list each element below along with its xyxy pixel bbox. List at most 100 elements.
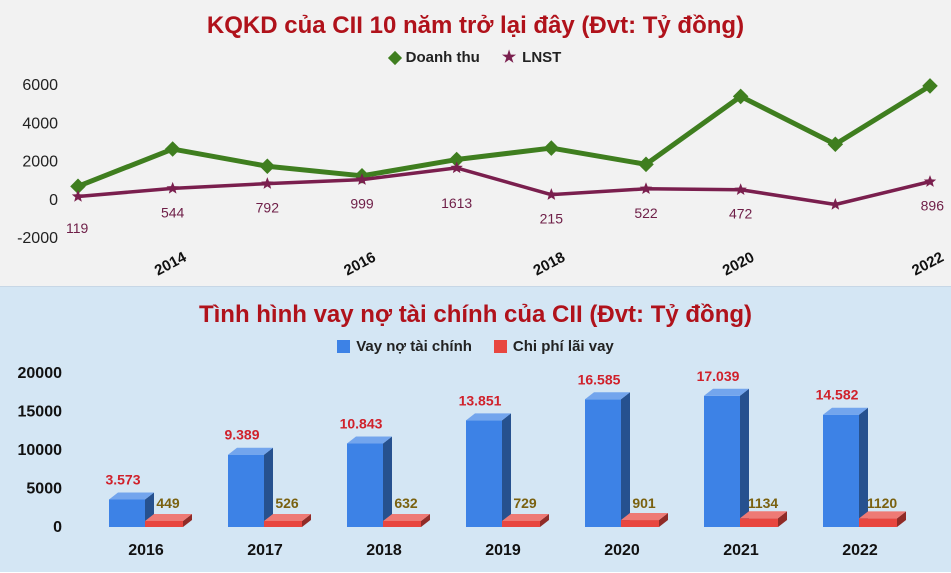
bar-vay-no bbox=[704, 388, 749, 527]
data-point-lnst bbox=[355, 173, 369, 185]
x-tick-label: 2014 bbox=[152, 248, 190, 279]
legend-label-lnst: LNST bbox=[522, 49, 562, 66]
bar-vay-no-top bbox=[823, 407, 868, 415]
data-label-chi-phi: 901 bbox=[632, 495, 656, 511]
y-tick-label: 20000 bbox=[18, 365, 63, 382]
data-point-lnst bbox=[734, 183, 747, 195]
data-label-vay-no: 16.585 bbox=[578, 371, 621, 387]
bar-chi-phi bbox=[740, 511, 787, 527]
bar-vay-no-side bbox=[859, 407, 868, 527]
y-tick-label: 5000 bbox=[26, 481, 62, 498]
bar-vay-no-front bbox=[823, 414, 859, 527]
data-point-doanh-thu bbox=[543, 140, 560, 156]
line-chart-panel: KQKD của CII 10 năm trở lại đây (Đvt: Tỷ… bbox=[0, 0, 951, 286]
data-label-lnst: 544 bbox=[161, 204, 185, 220]
x-category-label: 2018 bbox=[366, 542, 402, 559]
y-tick-label: 4000 bbox=[22, 115, 58, 132]
data-label-lnst: 119 bbox=[66, 220, 89, 236]
bar-chi-phi bbox=[383, 514, 430, 527]
bar-chi-phi-front bbox=[264, 521, 302, 527]
legend-label-doanh-thu: Doanh thu bbox=[405, 49, 480, 66]
bar-vay-no-top bbox=[228, 447, 273, 455]
x-category-label: 2017 bbox=[247, 542, 283, 559]
data-label-vay-no: 13.851 bbox=[459, 392, 502, 408]
bar-vay-no bbox=[823, 407, 868, 527]
bar-chart-legend: Vay nợ tài chính Chi phí lãi vay bbox=[0, 338, 951, 355]
bar-chi-phi bbox=[502, 514, 549, 527]
y-tick-label: 0 bbox=[53, 519, 62, 536]
bar-vay-no bbox=[228, 447, 273, 527]
x-tick-label: 2016 bbox=[341, 249, 378, 280]
y-tick-label: 15000 bbox=[18, 404, 63, 421]
bar-vay-no bbox=[466, 413, 511, 527]
series-line-doanh-thu bbox=[77, 83, 932, 189]
bar-chi-phi-front bbox=[502, 521, 540, 527]
bar-chi-phi-front bbox=[383, 521, 421, 527]
bar-chi-phi bbox=[145, 514, 192, 527]
bar-chi-phi-top bbox=[383, 514, 430, 521]
bar-chi-phi-front bbox=[145, 521, 183, 527]
bar-vay-no-side bbox=[502, 413, 511, 527]
bar-chi-phi-top bbox=[502, 514, 549, 521]
bar-chi-phi-front bbox=[859, 518, 897, 527]
data-point-lnst bbox=[923, 175, 937, 187]
data-label-lnst: 472 bbox=[729, 206, 753, 222]
data-label-lnst: 792 bbox=[256, 200, 280, 216]
series-line-lnst bbox=[77, 166, 931, 207]
data-label-lnst: 999 bbox=[350, 196, 374, 212]
bar-chi-phi bbox=[859, 511, 906, 527]
bar-vay-no-top bbox=[585, 392, 630, 400]
x-category-label: 2016 bbox=[128, 542, 164, 559]
data-point-lnst bbox=[829, 197, 842, 210]
data-label-vay-no: 3.573 bbox=[105, 471, 140, 487]
bar-vay-no-front bbox=[109, 499, 145, 527]
bar-chi-phi-top bbox=[264, 514, 311, 521]
data-point-doanh-thu bbox=[448, 151, 465, 168]
bar-vay-no-top bbox=[347, 436, 392, 444]
data-point-doanh-thu bbox=[164, 141, 181, 157]
data-label-chi-phi: 729 bbox=[513, 495, 537, 511]
data-point-lnst bbox=[261, 177, 274, 189]
y-tick-label: 6000 bbox=[22, 77, 58, 94]
legend-item-doanh-thu: Doanh thu bbox=[387, 49, 480, 66]
data-label-vay-no: 10.843 bbox=[340, 416, 383, 432]
x-tick-label: 2018 bbox=[530, 249, 567, 280]
data-point-lnst bbox=[450, 161, 463, 174]
x-tick-label: 2022 bbox=[909, 249, 946, 280]
legend-label-vay-no: Vay nợ tài chính bbox=[356, 338, 472, 355]
data-point-lnst bbox=[71, 189, 85, 202]
bar-chi-phi-side bbox=[540, 514, 549, 527]
bar-vay-no bbox=[109, 492, 154, 527]
bar-chi-phi-front bbox=[621, 520, 659, 527]
legend-item-vay-no: Vay nợ tài chính bbox=[337, 338, 472, 355]
bar-chi-phi-side bbox=[659, 513, 668, 527]
data-point-lnst bbox=[545, 188, 558, 200]
y-tick-label: 2000 bbox=[22, 154, 58, 171]
bar-chi-phi-side bbox=[421, 514, 430, 527]
x-category-label: 2021 bbox=[723, 542, 759, 559]
line-chart-legend: Doanh thu ★ LNST bbox=[0, 49, 951, 66]
data-label-lnst: 896 bbox=[921, 198, 945, 214]
line-chart-plot: 6000 4000 2000 0 -2000 2014 2016 2018 2020 2022 11… bbox=[17, 77, 947, 280]
data-point-doanh-thu bbox=[827, 136, 844, 153]
bar-vay-no bbox=[585, 392, 630, 527]
data-point-doanh-thu bbox=[259, 158, 276, 175]
bar-chi-phi bbox=[264, 514, 311, 527]
legend-item-chi-phi: Chi phí lãi vay bbox=[493, 338, 614, 355]
bar-vay-no-side bbox=[621, 392, 630, 527]
bar-vay-no-front bbox=[466, 420, 502, 527]
bar-vay-no-top bbox=[466, 413, 511, 421]
data-label-chi-phi: 1134 bbox=[748, 495, 779, 511]
legend-label-chi-phi: Chi phí lãi vay bbox=[512, 338, 614, 355]
red-swatch-icon bbox=[493, 340, 507, 353]
x-category-label: 2019 bbox=[485, 542, 521, 559]
bar-chi-phi-top bbox=[859, 511, 906, 519]
bar-chi-phi-side bbox=[302, 514, 311, 527]
data-label-lnst: 215 bbox=[540, 211, 564, 227]
data-label-vay-no: 14.582 bbox=[816, 387, 859, 403]
bar-vay-no-side bbox=[383, 436, 392, 527]
bar-vay-no-front bbox=[228, 454, 264, 527]
blue-swatch-icon bbox=[337, 340, 351, 353]
line-chart-title: KQKD của CII 10 năm trở lại đây (Đvt: Tỷ… bbox=[206, 12, 745, 39]
